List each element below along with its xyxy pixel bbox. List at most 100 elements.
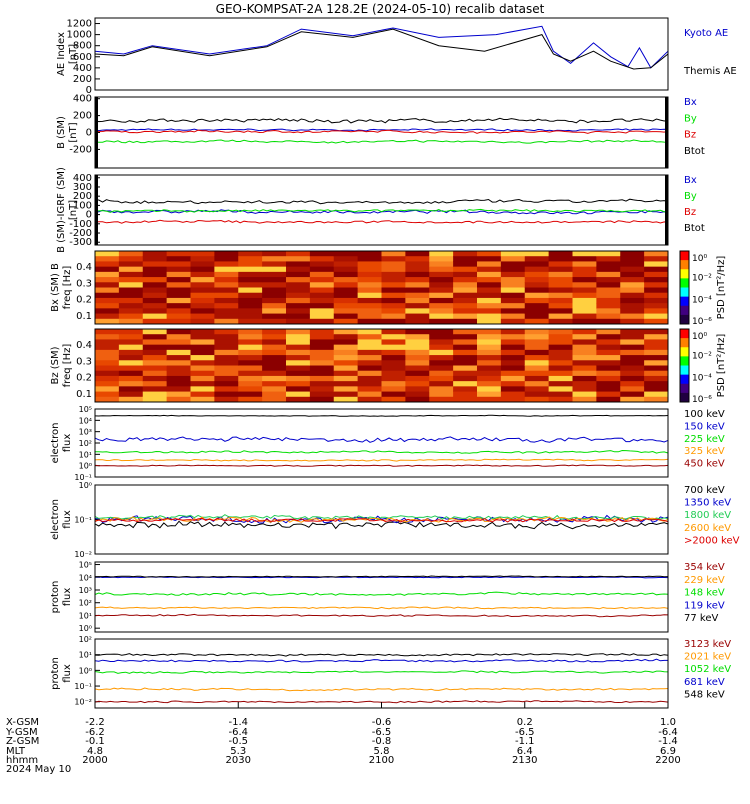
heatmap-cell [429, 329, 454, 335]
y-tick-label: 10⁰ [79, 666, 92, 675]
time-axis-value: -0.8 [372, 736, 392, 747]
colorbar-segment [680, 260, 689, 270]
heatmap-cell [644, 391, 669, 398]
y-axis-sublabel: flux [62, 434, 73, 453]
heatmap-cell [405, 355, 430, 361]
heatmap-cell [548, 303, 573, 309]
heatmap-cell [405, 313, 430, 320]
heatmap-cell [357, 349, 382, 356]
heatmap-cell [142, 251, 168, 257]
heatmap-cell [118, 344, 144, 351]
time-axis-value: 2100 [369, 755, 394, 766]
heatmap-cell [572, 292, 597, 299]
heatmap-cell [500, 329, 526, 335]
heatmap-cell [381, 271, 406, 278]
heatmap-cell [238, 271, 263, 278]
y-tick-label: 0 [86, 210, 92, 221]
heatmap-cell [381, 318, 406, 325]
y-tick-label: 1000 [67, 30, 92, 41]
heatmap-cell [405, 329, 430, 335]
heatmap-cell [620, 318, 645, 325]
heatmap-cell [596, 370, 621, 377]
heatmap-cell [405, 334, 430, 340]
heatmap-cell [214, 396, 239, 403]
heatmap-cell [333, 370, 359, 377]
legend-label: 681 keV [684, 677, 725, 688]
series-line [94, 670, 669, 674]
heatmap-cell [644, 381, 669, 387]
heatmap-cell [118, 365, 144, 372]
heatmap-cell [381, 391, 406, 398]
heatmap-cell [453, 266, 478, 273]
heatmap-cell [524, 308, 550, 315]
heatmap-cell [262, 313, 287, 320]
y-tick-label: 0.2 [76, 373, 92, 384]
heatmap-cell [548, 391, 573, 398]
heatmap-cell [262, 287, 287, 294]
heatmap-cell [142, 355, 168, 361]
heatmap-cell [286, 271, 311, 278]
heatmap-cell [644, 370, 669, 377]
heatmap-cell [333, 287, 359, 294]
heatmap-cell [453, 381, 478, 387]
heatmap-cell [429, 266, 454, 273]
heatmap-cell [142, 282, 168, 288]
heatmap-cell [572, 386, 597, 393]
time-axis-value: -6.4 [658, 727, 678, 738]
heatmap-cell [95, 282, 120, 288]
heatmap-cell [166, 292, 191, 299]
heatmap-cell [500, 292, 526, 299]
colorbar-segment [680, 383, 689, 394]
series-line [94, 117, 669, 124]
heatmap-cell [477, 318, 502, 325]
y-axis-unit: [nT] [68, 44, 79, 64]
heatmap-cell [238, 277, 263, 283]
heatmap-cell [118, 308, 144, 315]
heatmap-cell [214, 360, 239, 366]
heatmap-cell [453, 391, 478, 398]
y-tick-label: 10¹ [79, 611, 92, 620]
colorbar-tick-label: 10⁻² [692, 274, 712, 284]
heatmap-cell [477, 297, 502, 304]
heatmap-cell [572, 355, 597, 361]
heatmap-cell [309, 313, 335, 320]
heatmap-cell [429, 303, 454, 309]
colorbar-segment [680, 296, 689, 307]
heatmap-cell [596, 251, 621, 257]
y-axis-label: Bx (SM) B [50, 263, 61, 312]
heatmap-cell [118, 349, 144, 356]
heatmap-cell [477, 271, 502, 278]
heatmap-cell [214, 334, 239, 340]
heatmap-cell [500, 360, 526, 366]
heatmap-cell [333, 282, 359, 288]
heatmap-cell [596, 365, 621, 372]
heatmap-cell [453, 375, 478, 382]
series-line [94, 449, 669, 454]
heatmap-cell [429, 318, 454, 325]
heatmap-cell [620, 339, 645, 346]
legend-label: Bx [684, 97, 697, 108]
heatmap-cell [620, 386, 645, 393]
series-line [94, 613, 669, 618]
heatmap-cell [572, 318, 597, 325]
heatmap-cell [95, 365, 120, 372]
heatmap-cell [95, 308, 120, 315]
heatmap-cell [286, 313, 311, 320]
heatmap-cell [405, 303, 430, 309]
heatmap-cell [190, 370, 215, 377]
heatmap-cell [644, 282, 669, 288]
heatmap-cell [238, 391, 263, 398]
heatmap-cell [309, 370, 335, 377]
heatmap-cell [453, 292, 478, 299]
heatmap-cell [357, 355, 382, 361]
heatmap-cell [118, 251, 144, 257]
heatmap-cell [381, 329, 406, 335]
colorbar-segment [680, 278, 689, 288]
heatmap-cell [596, 355, 621, 361]
heatmap-cell [644, 386, 669, 393]
heatmap-cell [477, 256, 502, 262]
heatmap-cell [500, 344, 526, 351]
heatmap-cell [286, 360, 311, 366]
heatmap-cell [262, 277, 287, 283]
heatmap-cell [644, 334, 669, 340]
